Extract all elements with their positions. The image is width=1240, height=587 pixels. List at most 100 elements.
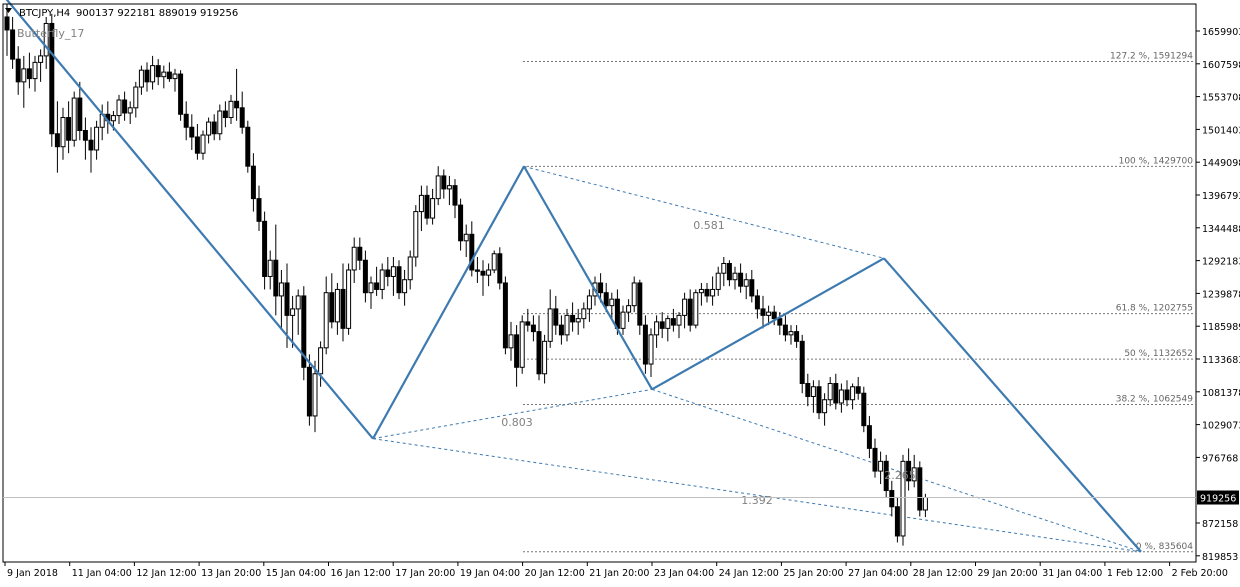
candle xyxy=(866,415,872,459)
ohlc-values: 900137 922181 889019 919256 xyxy=(76,8,238,19)
candle xyxy=(581,302,587,329)
candle xyxy=(855,377,861,400)
candle xyxy=(564,308,570,342)
candle xyxy=(49,13,55,147)
ratio-label: 0.803 xyxy=(501,416,533,429)
time-tick-label: 24 Jan 12:00 xyxy=(719,568,779,579)
candle xyxy=(620,305,626,335)
candle xyxy=(575,308,581,335)
candle xyxy=(754,289,760,319)
candle xyxy=(340,263,346,342)
candle-body-up xyxy=(810,386,816,397)
candle xyxy=(469,221,475,277)
price-tick-label: 1029073 xyxy=(1202,421,1240,432)
time-tick-label: 19 Jan 04:00 xyxy=(460,568,520,579)
candle-body-up xyxy=(631,282,637,307)
candle-body-down xyxy=(362,259,368,294)
candle xyxy=(334,282,340,335)
candle-body-up xyxy=(116,99,122,117)
candle-body-up xyxy=(351,246,357,271)
candle-body-up xyxy=(228,100,234,119)
candle-body-up xyxy=(161,71,167,78)
candle xyxy=(374,266,380,296)
candle xyxy=(245,120,251,173)
current-price-label: 919256 xyxy=(1200,494,1236,505)
candle-body-up xyxy=(43,22,49,57)
candle-body-down xyxy=(239,107,245,128)
candle xyxy=(799,334,805,394)
candle xyxy=(872,438,878,478)
candle-body-down xyxy=(782,324,788,336)
candle-body-up xyxy=(693,292,699,326)
candle-body-up xyxy=(295,295,301,310)
window-menu-icon[interactable] xyxy=(5,8,12,13)
candle xyxy=(917,461,923,517)
candle-body-up xyxy=(390,266,396,277)
candle xyxy=(54,101,60,173)
candle xyxy=(827,377,833,407)
candle-body-down xyxy=(474,269,480,272)
candle xyxy=(66,101,72,154)
candle xyxy=(810,380,816,413)
candle xyxy=(183,101,189,141)
candles-layer xyxy=(4,4,928,546)
butterfly-pattern-layer xyxy=(5,0,1142,553)
time-tick-label: 23 Jan 04:00 xyxy=(654,568,714,579)
candle-body-up xyxy=(491,253,497,271)
candle-body-down xyxy=(122,99,128,114)
candle xyxy=(726,260,732,287)
candle-body-down xyxy=(642,324,648,365)
candle xyxy=(390,257,396,296)
candle xyxy=(749,269,755,303)
time-tick-label: 11 Jan 04:00 xyxy=(72,568,132,579)
candle xyxy=(413,205,419,267)
candle-body-down xyxy=(66,117,72,141)
candle-body-up xyxy=(110,115,116,122)
ratio-label: 2.265 xyxy=(884,469,916,482)
candle-body-up xyxy=(547,308,553,342)
candle-body-down xyxy=(603,292,609,307)
candle xyxy=(385,257,391,287)
candle xyxy=(760,295,766,329)
fib-level-label: 61.8 %, 1202755 xyxy=(1116,304,1193,314)
candle-body-up xyxy=(827,383,833,401)
price-tick-label: 976768 xyxy=(1202,453,1238,464)
candle-body-down xyxy=(183,113,189,128)
candle-body-up xyxy=(766,311,772,316)
pattern-ratio-line xyxy=(523,165,885,259)
candle xyxy=(687,289,693,332)
candle xyxy=(665,315,671,342)
candle-body-down xyxy=(49,22,55,135)
candle xyxy=(368,276,374,309)
candle-body-down xyxy=(88,139,94,151)
candle xyxy=(782,315,788,342)
candle xyxy=(637,279,643,335)
time-tick-label: 12 Jan 12:00 xyxy=(136,568,196,579)
time-tick-label: 15 Jan 04:00 xyxy=(266,568,326,579)
candle-body-down xyxy=(458,204,464,242)
candle xyxy=(250,153,256,212)
candle-body-down xyxy=(833,383,839,404)
candle-body-down xyxy=(178,73,184,115)
candle-body-down xyxy=(166,71,172,80)
candle-body-up xyxy=(581,308,587,320)
candle xyxy=(463,224,469,258)
candle xyxy=(743,273,749,300)
candle-body-down xyxy=(553,308,559,326)
candle xyxy=(273,224,279,316)
plot-frame xyxy=(2,3,1197,563)
candle xyxy=(295,289,301,335)
candle xyxy=(26,52,32,89)
candle xyxy=(452,179,458,219)
candle-body-down xyxy=(805,383,811,397)
candle-body-down xyxy=(329,292,335,323)
candle-body-up xyxy=(290,308,296,316)
candle-body-down xyxy=(866,425,872,449)
candle-body-up xyxy=(654,321,660,336)
candle-body-up xyxy=(402,279,408,294)
candle xyxy=(94,120,100,160)
time-tick-label: 25 Jan 20:00 xyxy=(783,568,843,579)
candle-body-up xyxy=(430,198,436,219)
